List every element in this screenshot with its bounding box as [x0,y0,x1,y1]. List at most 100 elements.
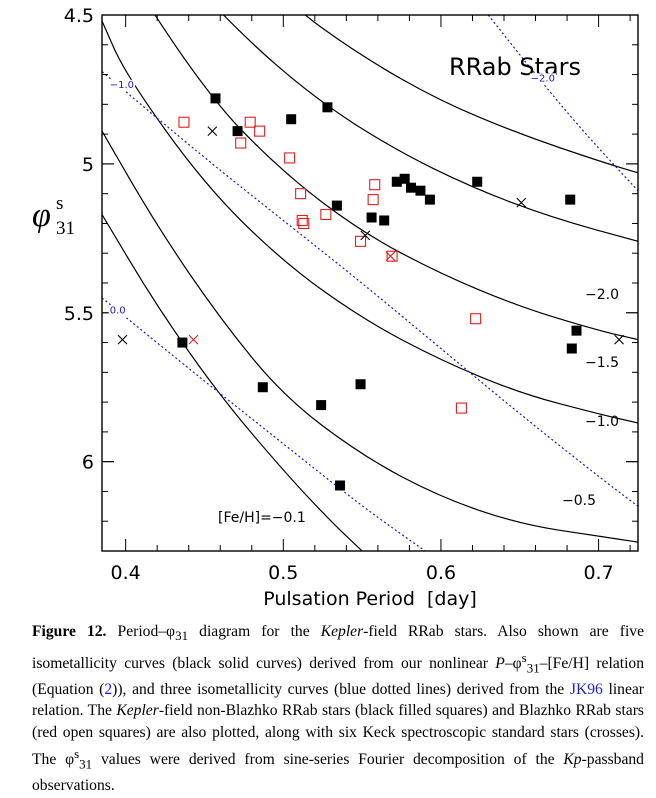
jk96-label-bg-1 [108,79,136,91]
curve-label-minus-2-0: −2.0 [585,287,619,303]
nonblazhko-star-point [424,194,435,205]
jk96-label-bg-0 [108,305,127,317]
blazhko-star-point [320,208,332,221]
caption-text-f: )), and three isometallicity curves (blu… [112,680,570,698]
caption-text-c: -field RRab stars. Also shown are five i… [32,623,644,672]
keck-standard-star-point [360,230,371,241]
nonblazhko-star-point [472,176,483,187]
svg-text:s: s [56,193,63,214]
curve-label-minus-1-5: −1.5 [585,355,619,371]
caption-kp: Kp [563,751,582,769]
curve-label-fe-h-minus-0-1: [Fe/H]=−0.1 [218,510,306,526]
isometallicity-curve-0 [102,130,638,543]
y-tick-label: 5.5 [64,303,94,325]
blazhko-star-point [298,217,310,229]
blazhko-star-point [235,137,247,149]
jk96-curve-2 [487,15,638,192]
caption-text-e: –[Fe/H] relation (Equation ( [32,654,644,698]
nonblazhko-star-point [379,215,390,226]
caption-text-j: -passband observations. [32,751,644,795]
caption-kepler-2: Kepler [116,702,159,720]
blazhko-star-point [470,313,482,325]
caption-sub-h: 31 [79,756,93,772]
svg-text:31: 31 [56,218,75,239]
nonblazhko-star-point [415,185,426,196]
isometallicity-curve-1 [102,214,363,551]
nonblazhko-star-point [257,382,268,393]
blazhko-star-point [178,116,190,128]
x-tick-label: 0.6 [426,562,456,584]
nonblazhko-star-point [316,400,327,411]
blazhko-star-point [386,250,398,262]
svg-text:φ: φ [32,197,51,234]
nonblazhko-star-point [391,176,402,187]
chart-title: RRab Stars [449,53,581,81]
isometallicity-curve-3 [154,15,638,341]
nonblazhko-star-point [210,93,221,104]
blazhko-star-point [367,194,379,206]
nonblazhko-star-point [177,337,188,348]
x-tick-label: 0.4 [111,562,141,584]
caption-sub-a: 31 [175,628,189,644]
nonblazhko-star-point [355,379,366,390]
blazhko-star-point [295,188,307,200]
blazhko-star-point [296,214,308,227]
nonblazhko-star-point [335,480,346,491]
nonblazhko-star-point [565,194,576,205]
keck-standard-star-point [516,197,527,208]
y-tick-label: 4.5 [64,5,94,27]
blazhko-star-point [369,179,381,191]
caption-sup-d: s [521,649,527,665]
caption-text-h: -field non-Blazhko RRab stars (black fil… [32,702,644,769]
jk96-label-1: −1.0 [110,80,134,91]
caption-p-italic: P [495,654,505,672]
curve-label-minus-0-5: −0.5 [562,493,596,509]
jk96-label-0: 0.0 [110,306,126,317]
chart: 0.4 0.5 0.6 0.7 4.5 5 5.5 6 RRab Stars φ s 31 P… [32,5,639,610]
plot-frame [101,14,639,552]
x-tick-label: 0.5 [268,562,298,584]
nonblazhko-star-point [399,173,410,184]
curve-label-minus-1-0: −1.0 [585,414,619,430]
caption-kepler-1: Kepler [320,623,364,640]
caption-figure-label: Figure 12. [32,623,107,640]
x-axis-label: Pulsation Period [day] [263,588,477,610]
caption-sub-d: 31 [526,660,540,675]
caption-text-d: –φ [504,654,522,672]
nonblazhko-star-point [286,114,297,125]
keck-standard-star-point [614,334,624,345]
jk96-label-2: −2.0 [531,73,555,84]
caption-text-i: values were derived from sine-series Fou… [92,751,564,769]
blazhko-star-point [244,116,256,128]
jk96-curve-1 [102,71,638,507]
keck-standard-star-point [207,126,218,137]
blazhko-star-point [254,125,266,137]
keck-standard-star-point [117,334,128,345]
caption-text-g: linear relation. The [32,680,644,720]
caption-equation-link[interactable]: 2 [104,680,113,698]
caption-text-b: diagram for the [188,623,321,640]
isometallicity-curve-4 [222,15,638,242]
x-tick-label: 0.7 [583,562,613,584]
keck-standard-star-point [385,251,396,262]
y-axis-label: φ s 31 [32,193,75,239]
y-tick-label: 6 [82,452,94,474]
figure-caption: Figure 12. Period–φ31 diagram for the Ke… [32,621,644,797]
jk96-curve-0 [102,297,426,551]
y-tick-label: 5 [82,154,94,176]
nonblazhko-star-point [566,343,577,354]
nonblazhko-star-point [232,126,243,137]
nonblazhko-star-point [366,212,377,223]
caption-jk96-link[interactable]: JK96 [569,680,603,698]
keck-standard-star-point [188,334,199,345]
caption-text-a: Period–φ [106,623,176,640]
isometallicity-curve-5 [304,15,638,174]
nonblazhko-star-point [405,182,416,193]
isometallicity-curve-2 [102,20,638,424]
blazhko-star-point [284,152,296,164]
blazhko-star-point [354,235,367,247]
blazhko-star-point [455,402,467,414]
nonblazhko-star-point [571,325,582,336]
caption-sup-h: s [74,746,80,762]
nonblazhko-star-point [322,102,333,113]
